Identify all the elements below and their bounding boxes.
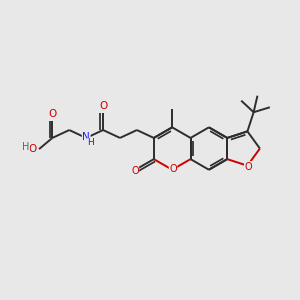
Text: O: O bbox=[169, 164, 177, 174]
Text: H: H bbox=[22, 142, 29, 152]
Text: N: N bbox=[82, 132, 90, 142]
Text: O: O bbox=[244, 162, 252, 172]
Text: O: O bbox=[99, 101, 107, 111]
Text: H: H bbox=[87, 138, 94, 147]
Text: O: O bbox=[49, 109, 57, 119]
Text: O: O bbox=[28, 144, 37, 154]
Text: O: O bbox=[131, 166, 139, 176]
